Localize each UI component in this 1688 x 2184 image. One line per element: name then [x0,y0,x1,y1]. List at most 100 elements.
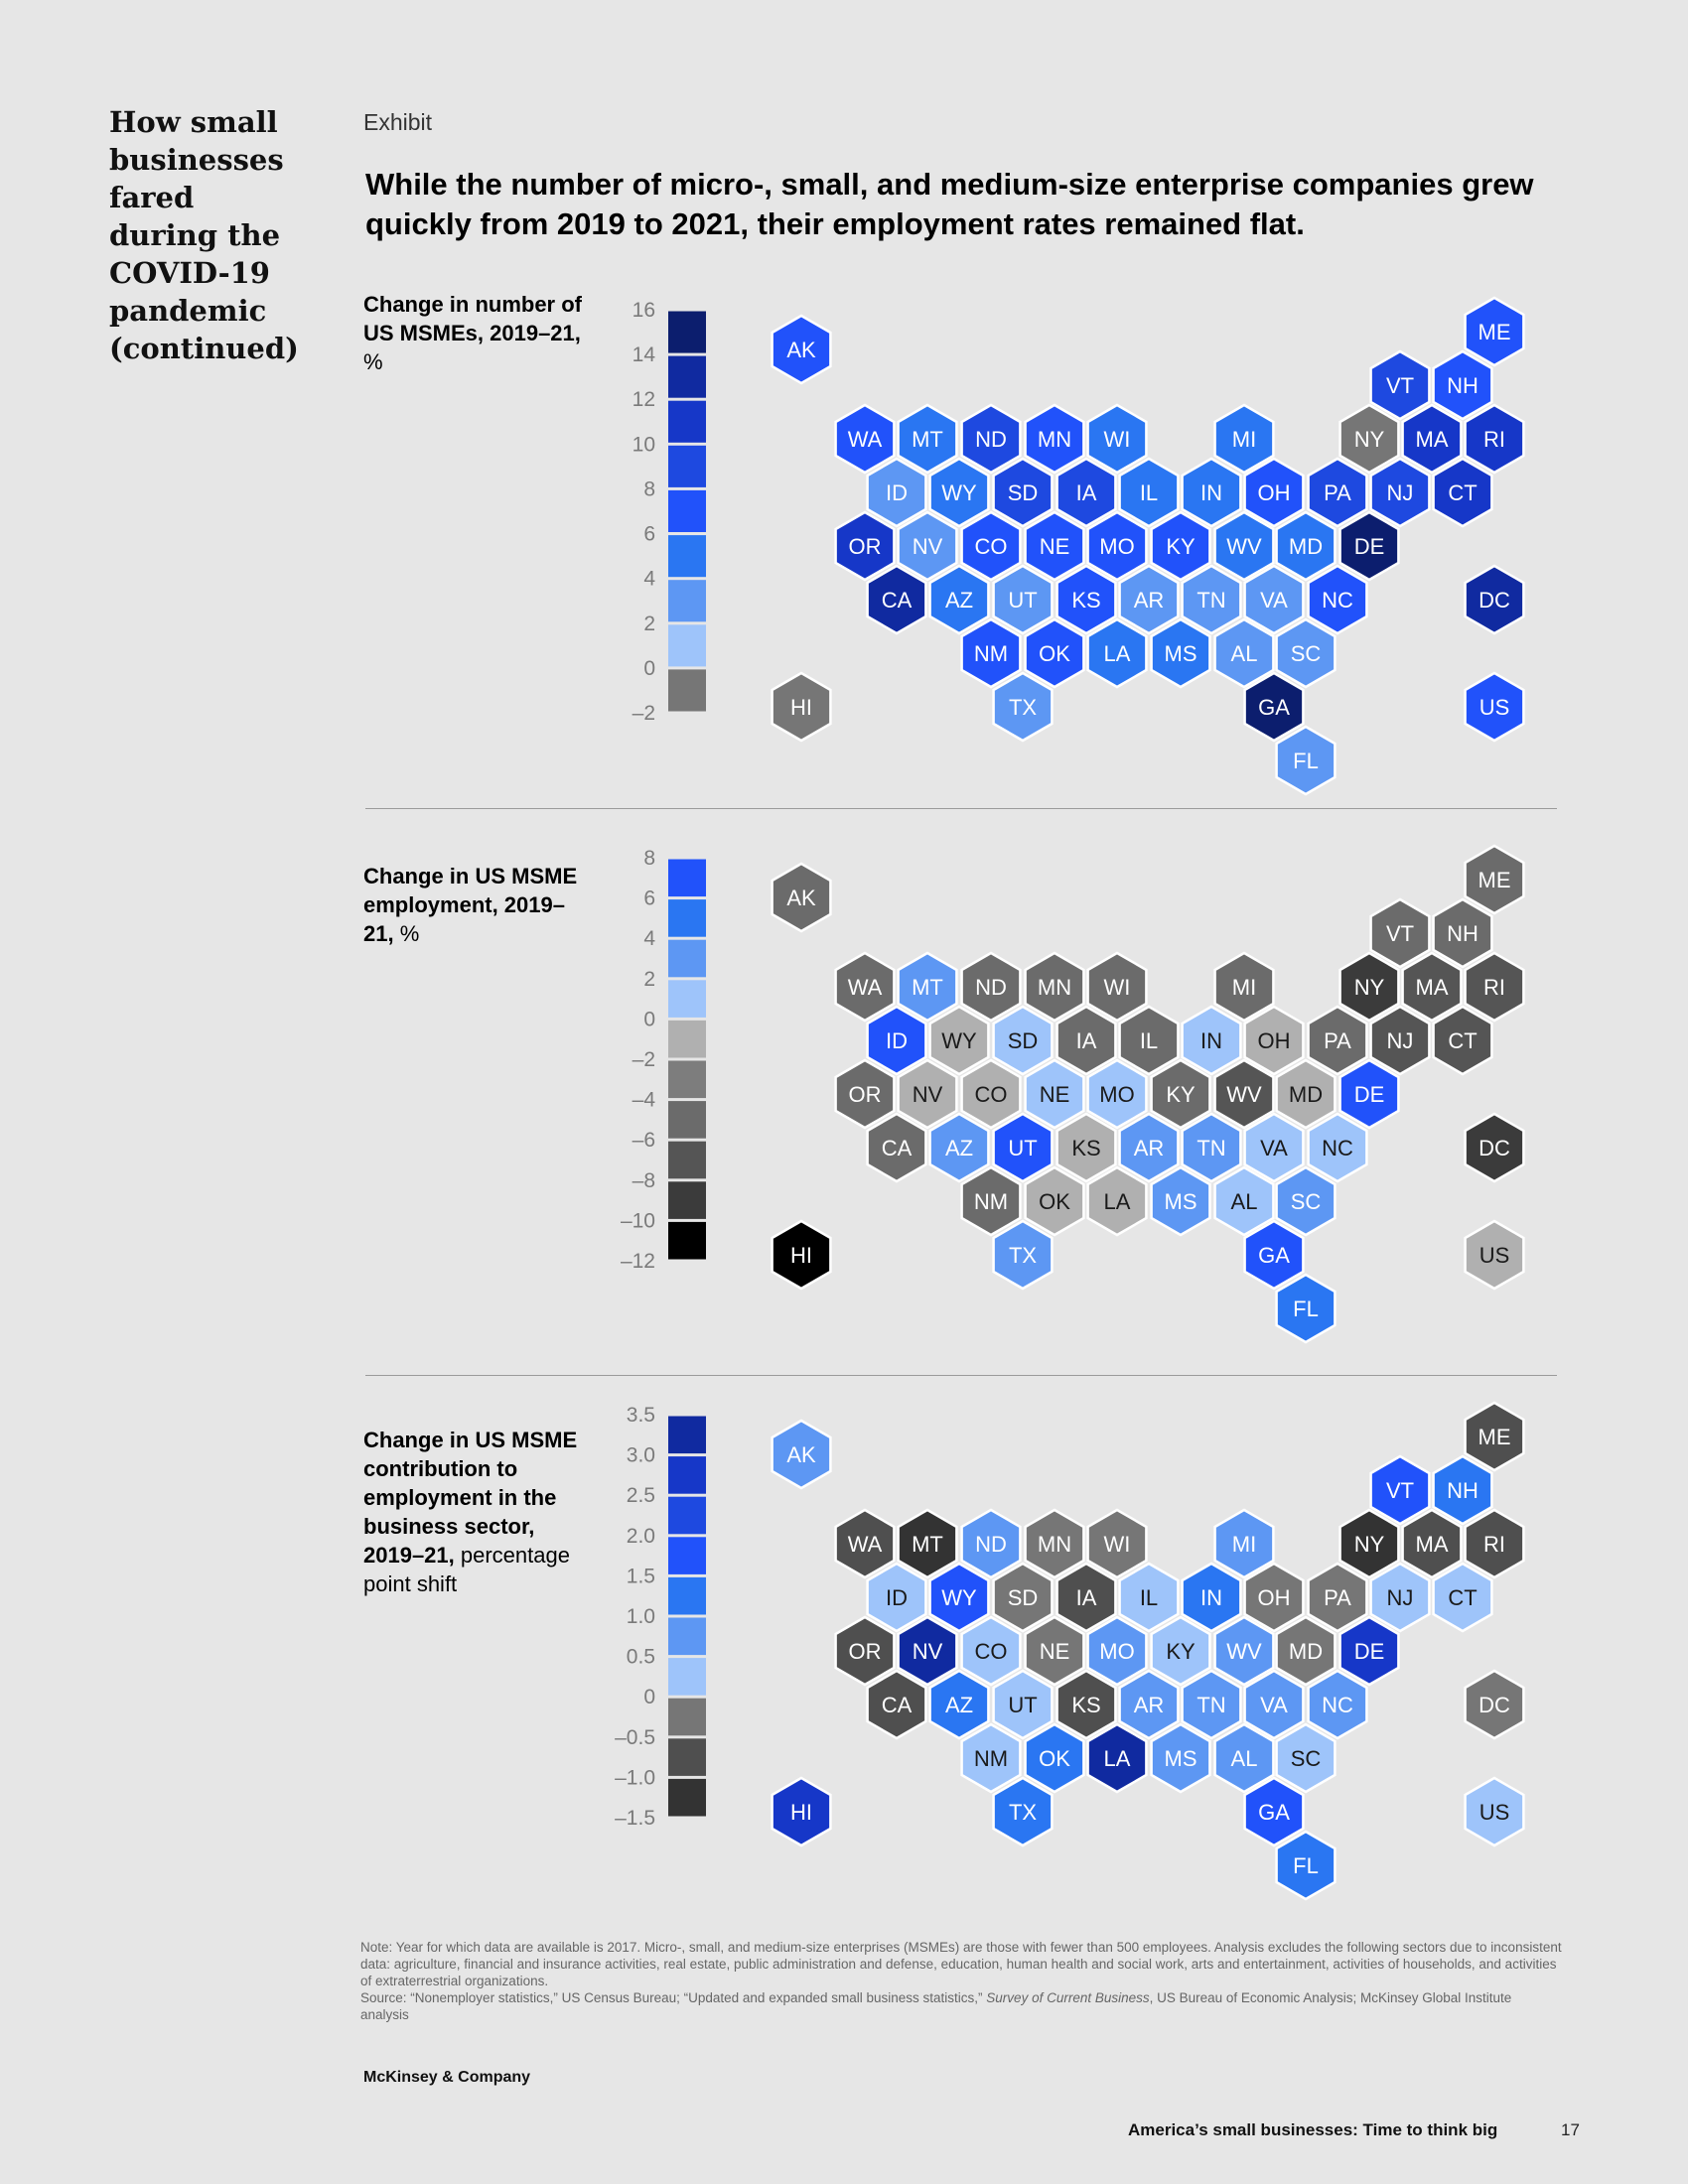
state-label: LA [1104,641,1131,666]
state-hex [1307,564,1368,635]
state-tile-ar: AR [1118,1112,1180,1183]
state-label: KS [1071,1136,1100,1160]
state-label: OH [1258,1028,1291,1053]
state-label: MA [1416,1532,1449,1557]
state-label: NE [1040,1639,1070,1664]
state-label: MN [1038,1532,1071,1557]
report-title: America’s small businesses: Time to thin… [1128,2120,1498,2139]
state-hex [1213,617,1275,689]
state-tile-mn: MN [1024,951,1085,1023]
state-hex [1307,1112,1368,1183]
state-tile-ok: OK [1024,1722,1085,1794]
legend-color-swatch [668,355,706,398]
state-hex [1213,1615,1275,1687]
state-tile-ia: IA [1055,1562,1117,1633]
state-hex [1118,457,1180,528]
state-label: NV [913,1639,943,1664]
state-label: WI [1104,1532,1131,1557]
state-tile-nv: NV [897,1058,958,1130]
state-hex [1432,457,1493,528]
state-hex [1086,403,1148,475]
state-label: HI [790,1800,812,1825]
state-hex [1055,1005,1117,1076]
state-label: CO [975,1639,1008,1664]
state-label: NH [1447,373,1478,398]
state-tile-ct: CT [1432,1005,1493,1076]
legend-color-swatch [668,1020,706,1058]
state-label: AK [786,338,816,362]
state-hex [1464,1776,1525,1847]
state-label: IN [1200,1585,1222,1610]
state-tile-or: OR [834,1058,896,1130]
state-hex [1243,1005,1305,1076]
legend-tick-label: –1.5 [615,1807,655,1830]
state-hex [1464,1219,1525,1291]
state-tile-wa: WA [834,403,896,475]
legend-color-swatch [668,400,706,443]
state-hex [1464,403,1525,475]
state-hex [1464,296,1525,367]
legend-color-swatch [668,1456,706,1494]
state-tile-wy: WY [928,1562,990,1633]
legend-color-swatch [668,859,706,897]
state-hex [992,1112,1054,1183]
brand-logo-text: McKinsey & Company [363,2069,531,2086]
state-hex [1275,617,1336,689]
state-label: RI [1483,975,1505,1000]
state-label: HI [790,695,812,720]
state-hex [897,951,958,1023]
state-tile-nh: NH [1432,349,1493,421]
state-tile-co: CO [960,1615,1022,1687]
state-tile-fl: FL [1275,725,1336,796]
state-label: MO [1099,1639,1134,1664]
state-tile-ky: KY [1150,510,1211,582]
state-tile-ga: GA [1243,671,1305,743]
state-tile-md: MD [1275,1615,1336,1687]
state-hex [1181,1005,1242,1076]
state-hex [928,1112,990,1183]
legend-tick-label: 2.0 [627,1525,655,1548]
state-label: NH [1447,921,1478,946]
state-hex [1118,1005,1180,1076]
state-label: WI [1104,427,1131,452]
state-hex [834,1615,896,1687]
state-hex [1338,1058,1400,1130]
state-label: NC [1322,588,1353,613]
state-label: IL [1140,1585,1158,1610]
state-hex [992,1219,1054,1291]
state-label: AR [1134,1693,1165,1717]
source-text-a: Source: “Nonemployer statistics,” US Cen… [360,1990,987,2005]
panel-title-unit: % [393,921,420,946]
state-hex [1055,1669,1117,1740]
legend-tick-label: –2 [633,702,655,725]
legend-color-swatch [668,624,706,667]
state-label: PA [1324,480,1351,505]
state-hex [1243,1219,1305,1291]
state-tiles: AK ME VT NH WA MT ND MN WI MI NY MA RI ID WY SD IA IL IN OH… [771,296,1525,796]
state-label: NV [913,1082,943,1107]
state-label: MS [1165,1746,1197,1771]
state-hex [1432,1005,1493,1076]
legend-tick-label: –0.5 [615,1726,655,1749]
legend-color-swatch [668,1181,706,1219]
state-tile-nc: NC [1307,1669,1368,1740]
legend-tick-label: 4 [643,568,655,591]
state-tile-tn: TN [1181,1669,1242,1740]
state-hex [1213,1165,1275,1237]
hex-map-contribution: 3.5 3.0 2.5 2.0 1.5 1.0 0.5 0 –0.5 –1.0 –1.5 AK ME VT… [615,1401,1525,1901]
state-label: AL [1231,641,1258,666]
state-tile-id: ID [866,1562,927,1633]
state-tile-wi: WI [1086,951,1148,1023]
state-hex [1024,1165,1085,1237]
state-label: SC [1291,1746,1322,1771]
state-tile-pa: PA [1307,1005,1368,1076]
state-hex [1307,1562,1368,1633]
state-tile-mt: MT [897,1508,958,1579]
state-hex [960,1722,1022,1794]
state-label: CA [882,1136,913,1160]
state-label: CT [1448,1028,1477,1053]
state-label: WY [941,1585,977,1610]
legend-color-scale [668,311,706,712]
legend-tick-label: 6 [643,887,655,910]
legend-color-swatch [668,980,706,1018]
